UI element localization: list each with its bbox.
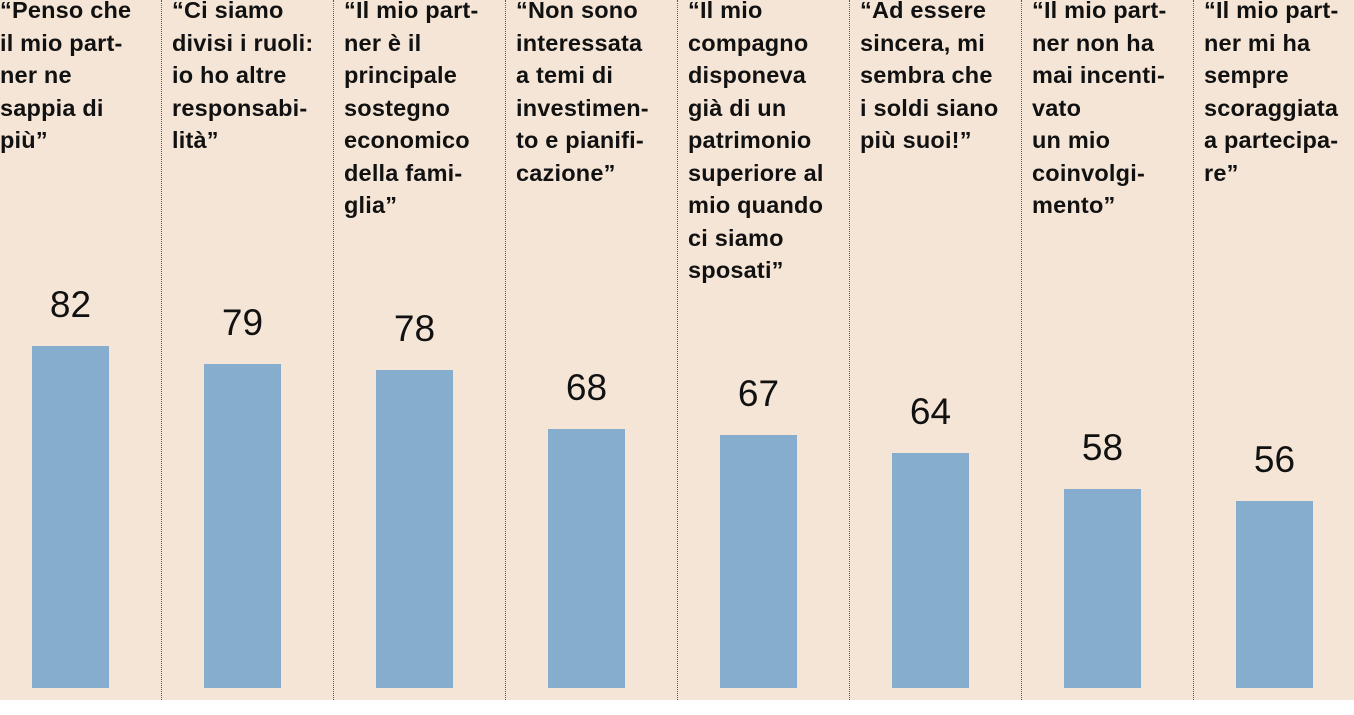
data-label: 82 (49, 283, 92, 325)
category-label: “Ci siamo divisi i ruoli: io ho altre re… (172, 0, 314, 153)
column-divider (1021, 0, 1022, 700)
column-divider (677, 0, 678, 700)
category-label: “Il mio part- ner non ha mai incenti- va… (1032, 0, 1167, 218)
bar-group: “Il mio part- ner è il principale sosteg… (344, 0, 516, 700)
bar (548, 429, 625, 688)
category-label: “Ad essere sincera, mi sembra che i sold… (860, 0, 999, 153)
data-label: 79 (221, 301, 264, 343)
bar (892, 453, 969, 688)
data-label: 67 (737, 373, 780, 415)
bar-group: “Il mio part- ner mi ha sempre scoraggia… (1204, 0, 1354, 700)
data-label: 78 (393, 307, 436, 349)
bar-group: “Penso che il mio part- ner ne sappia di… (0, 0, 172, 700)
bar (32, 345, 109, 688)
bar-chart: “Penso che il mio part- ner ne sappia di… (0, 0, 1354, 700)
category-label: “Non sono interessata a temi di investim… (516, 0, 649, 186)
column-divider (333, 0, 334, 700)
bar (376, 369, 453, 688)
bar-group: “Ci siamo divisi i ruoli: io ho altre re… (172, 0, 344, 700)
bar (720, 435, 797, 688)
bar-group: “Ad essere sincera, mi sembra che i sold… (860, 0, 1032, 700)
column-divider (505, 0, 506, 700)
category-label: “Penso che il mio part- ner ne sappia di… (0, 0, 132, 153)
column-divider (849, 0, 850, 700)
bar-group: “Il mio part- ner non ha mai incenti- va… (1032, 0, 1204, 700)
column-divider (1193, 0, 1194, 700)
data-label: 64 (909, 391, 952, 433)
data-label: 68 (565, 367, 608, 409)
category-label: “Il mio part- ner è il principale sosteg… (344, 0, 479, 218)
data-label: 58 (1081, 426, 1124, 468)
bar (1236, 500, 1313, 688)
category-label: “Il mio part- ner mi ha sempre scoraggia… (1204, 0, 1339, 186)
bar (1064, 488, 1141, 688)
column-divider (161, 0, 162, 700)
bar-group: “Il mio compagno disponeva già di un pat… (688, 0, 860, 700)
data-label: 56 (1253, 438, 1296, 480)
bar-group: “Non sono interessata a temi di investim… (516, 0, 688, 700)
bar (204, 363, 281, 688)
category-label: “Il mio compagno disponeva già di un pat… (688, 0, 824, 283)
